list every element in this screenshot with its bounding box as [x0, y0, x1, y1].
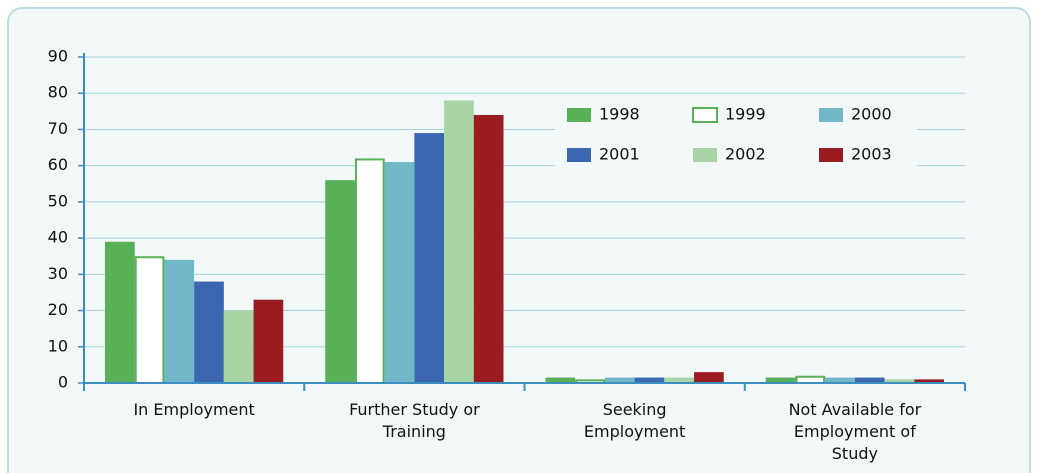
bar	[194, 281, 224, 383]
legend-box	[555, 95, 917, 181]
y-tick-label: 40	[48, 228, 68, 247]
bar	[325, 180, 355, 383]
y-tick-label: 0	[58, 373, 68, 392]
bar	[354, 158, 385, 384]
bar	[134, 256, 165, 385]
bar	[545, 377, 576, 383]
y-tick-label: 30	[48, 264, 68, 283]
bar	[473, 114, 504, 383]
bar	[444, 100, 474, 383]
y-tick-label: 70	[48, 119, 68, 138]
bar	[914, 379, 944, 383]
bar	[164, 259, 195, 383]
legend-label: 2000	[851, 105, 892, 124]
y-tick-label: 20	[48, 300, 68, 319]
bar	[765, 377, 796, 383]
x-tick-label: Not Available for Employment of Study	[788, 400, 922, 463]
legend-swatch	[692, 107, 718, 123]
legend-label: 1998	[599, 105, 640, 124]
y-tick-label: 50	[48, 191, 68, 210]
x-tick-label: Seeking Employment	[583, 400, 686, 441]
y-tick-label: 60	[48, 155, 68, 174]
legend-label: 2003	[851, 145, 892, 164]
x-tick-label: Further Study or Training	[349, 400, 480, 441]
bar	[253, 299, 284, 383]
legend-swatch	[567, 148, 591, 162]
bar	[384, 162, 415, 383]
legend-swatch	[693, 148, 717, 162]
bar	[854, 377, 885, 383]
legend-swatch	[819, 148, 843, 162]
bar	[634, 377, 665, 383]
bar	[664, 377, 695, 383]
legend-swatch	[819, 108, 843, 122]
bar	[414, 133, 445, 383]
legend-label: 2001	[599, 145, 640, 164]
y-tick-label: 90	[48, 47, 68, 66]
bar	[825, 377, 855, 383]
legend-label: 2002	[725, 145, 766, 164]
legend-label: 1999	[725, 105, 766, 124]
bar	[694, 372, 724, 383]
bar	[223, 310, 254, 383]
y-tick-label: 10	[48, 336, 68, 355]
bar	[604, 377, 635, 383]
bar	[884, 379, 915, 383]
y-tick-label: 80	[48, 83, 68, 102]
x-tick-label: In Employment	[133, 400, 255, 419]
bar	[105, 241, 135, 383]
legend-swatch	[567, 108, 591, 122]
